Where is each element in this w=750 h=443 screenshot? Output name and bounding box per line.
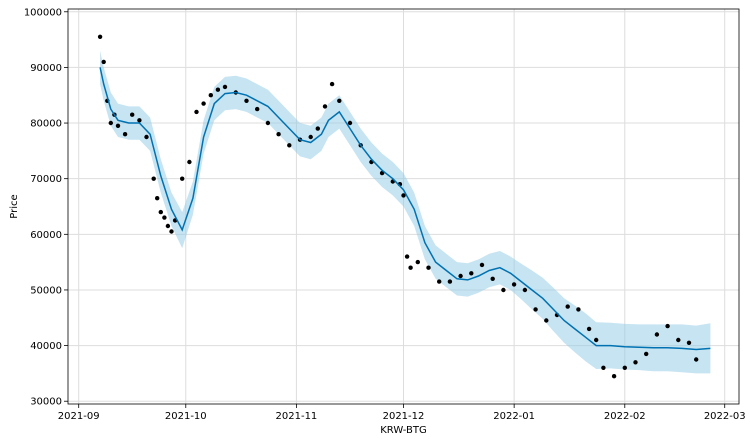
- observed-point: [308, 134, 313, 140]
- observed-point: [437, 279, 442, 284]
- observed-point: [426, 265, 431, 270]
- observed-point: [501, 287, 506, 293]
- observed-point: [644, 351, 649, 357]
- observed-point: [287, 143, 292, 148]
- observed-point: [158, 209, 163, 215]
- x-tick-label: 2021-12: [383, 411, 425, 422]
- observed-point: [255, 106, 260, 112]
- observed-point: [322, 104, 328, 109]
- observed-point: [686, 340, 692, 345]
- observed-point: [201, 101, 206, 106]
- observed-point: [622, 365, 627, 370]
- observed-point: [151, 176, 156, 181]
- observed-point: [144, 134, 149, 140]
- observed-point: [544, 318, 549, 323]
- observed-point: [415, 259, 420, 265]
- forecast-line: [99, 67, 711, 351]
- observed-point: [347, 120, 353, 126]
- observed-point: [586, 326, 592, 332]
- observed-point: [533, 307, 538, 312]
- observed-point: [122, 132, 128, 137]
- observed-point: [108, 120, 114, 126]
- x-tick-label: 2022-02: [604, 411, 646, 422]
- observed-point: [447, 279, 453, 284]
- observed-point: [633, 360, 638, 365]
- observed-point: [215, 87, 221, 92]
- observed-point: [676, 337, 681, 343]
- observed-point: [404, 254, 410, 259]
- x-tick-label: 2021-09: [58, 411, 100, 422]
- observed-point: [162, 215, 167, 220]
- x-axis-title: KRW-BTG: [380, 425, 427, 436]
- observed-point: [187, 159, 192, 165]
- observed-point: [565, 304, 570, 309]
- observed-point: [101, 59, 106, 65]
- y-tick-label: 30000: [30, 397, 62, 408]
- observed-point: [490, 276, 495, 281]
- y-tick-label: 90000: [30, 63, 62, 74]
- uncertainty-band: [100, 50, 711, 374]
- observed-point: [222, 84, 228, 90]
- observed-point: [194, 109, 199, 115]
- observed-point: [315, 126, 320, 131]
- observed-point: [469, 271, 474, 276]
- observed-point: [694, 357, 699, 362]
- y-axis-ticks: 30000 40000 50000 60000 70000 80000 90000 10000…: [24, 7, 68, 408]
- observed-point: [155, 196, 160, 201]
- y-tick-label: 50000: [30, 285, 62, 296]
- observed-point: [601, 365, 606, 370]
- observed-points: [97, 34, 699, 379]
- observed-point: [337, 98, 342, 104]
- y-tick-label: 70000: [30, 174, 62, 185]
- x-tick-label: 2022-01: [493, 411, 535, 422]
- observed-point: [479, 262, 485, 268]
- y-tick-label: 80000: [30, 119, 62, 130]
- observed-point: [208, 93, 213, 98]
- observed-point: [611, 374, 617, 379]
- observed-point: [130, 112, 135, 117]
- observed-point: [458, 273, 463, 279]
- y-axis-title: Price: [9, 194, 20, 218]
- observed-point: [165, 223, 171, 229]
- observed-point: [169, 229, 174, 234]
- x-tick-label: 2021-11: [276, 411, 318, 422]
- observed-point: [665, 323, 670, 329]
- x-tick-label: 2022-03: [704, 411, 746, 422]
- observed-point: [180, 176, 185, 181]
- observed-point: [522, 287, 528, 293]
- observed-point: [511, 282, 517, 287]
- observed-point: [576, 307, 581, 312]
- observed-point: [115, 123, 121, 128]
- observed-point: [276, 132, 281, 137]
- y-tick-label: 40000: [30, 341, 62, 352]
- observed-point: [244, 98, 249, 104]
- observed-point: [408, 265, 413, 270]
- observed-point: [401, 193, 406, 198]
- observed-point: [137, 118, 142, 123]
- y-tick-label: 100000: [24, 7, 62, 18]
- x-axis-ticks: 2021-09 2021-10 2021-11 2021-12 2022-01 2022-…: [58, 404, 746, 422]
- observed-point: [97, 34, 103, 39]
- x-tick-label: 2021-10: [165, 411, 207, 422]
- observed-point: [329, 81, 335, 87]
- observed-point: [265, 120, 271, 126]
- observed-point: [654, 332, 660, 337]
- observed-point: [594, 337, 599, 343]
- y-tick-label: 60000: [30, 230, 62, 241]
